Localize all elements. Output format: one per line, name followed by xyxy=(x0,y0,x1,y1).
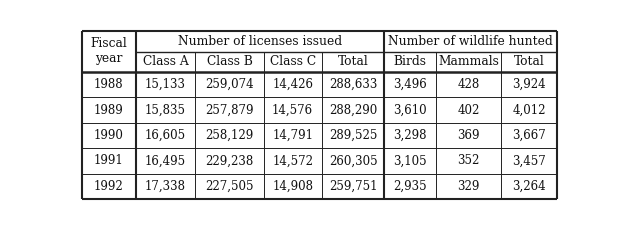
Text: 289,525: 289,525 xyxy=(329,129,378,142)
Text: 229,238: 229,238 xyxy=(206,154,254,167)
Text: Class A: Class A xyxy=(143,55,188,68)
Text: 352: 352 xyxy=(457,154,480,167)
Text: 14,572: 14,572 xyxy=(272,154,313,167)
Text: 16,605: 16,605 xyxy=(145,129,186,142)
Text: 14,576: 14,576 xyxy=(272,104,313,116)
Text: 15,835: 15,835 xyxy=(145,104,186,116)
Text: 3,264: 3,264 xyxy=(512,180,546,193)
Text: 288,290: 288,290 xyxy=(329,104,377,116)
Text: Fiscal
year: Fiscal year xyxy=(90,37,127,66)
Text: 227,505: 227,505 xyxy=(205,180,254,193)
Text: Number of wildlife hunted: Number of wildlife hunted xyxy=(388,35,553,48)
Text: 288,633: 288,633 xyxy=(329,78,378,91)
Text: 3,105: 3,105 xyxy=(394,154,427,167)
Text: 259,074: 259,074 xyxy=(205,78,254,91)
Text: 3,924: 3,924 xyxy=(512,78,546,91)
Text: 14,426: 14,426 xyxy=(272,78,313,91)
Text: Total: Total xyxy=(338,55,368,68)
Text: Total: Total xyxy=(513,55,545,68)
Text: 1989: 1989 xyxy=(94,104,123,116)
Text: Class C: Class C xyxy=(270,55,316,68)
Text: 258,129: 258,129 xyxy=(206,129,254,142)
Text: 3,457: 3,457 xyxy=(512,154,546,167)
Text: 260,305: 260,305 xyxy=(329,154,378,167)
Text: 329: 329 xyxy=(457,180,480,193)
Text: 428: 428 xyxy=(457,78,480,91)
Text: 16,495: 16,495 xyxy=(145,154,186,167)
Text: 3,610: 3,610 xyxy=(394,104,427,116)
Text: Number of licenses issued: Number of licenses issued xyxy=(178,35,342,48)
Text: 257,879: 257,879 xyxy=(205,104,254,116)
Text: 17,338: 17,338 xyxy=(145,180,186,193)
Text: 4,012: 4,012 xyxy=(512,104,546,116)
Text: 15,133: 15,133 xyxy=(145,78,186,91)
Text: 14,908: 14,908 xyxy=(272,180,313,193)
Text: 3,667: 3,667 xyxy=(512,129,546,142)
Text: 1992: 1992 xyxy=(94,180,123,193)
Text: 1988: 1988 xyxy=(94,78,123,91)
Text: 3,298: 3,298 xyxy=(394,129,427,142)
Text: 259,751: 259,751 xyxy=(329,180,378,193)
Text: 402: 402 xyxy=(457,104,480,116)
Text: 2,935: 2,935 xyxy=(394,180,427,193)
Text: Birds: Birds xyxy=(394,55,427,68)
Text: 3,496: 3,496 xyxy=(393,78,427,91)
Text: 14,791: 14,791 xyxy=(272,129,313,142)
Text: 1990: 1990 xyxy=(94,129,124,142)
Text: Mammals: Mammals xyxy=(438,55,499,68)
Text: 369: 369 xyxy=(457,129,480,142)
Text: 1991: 1991 xyxy=(94,154,123,167)
Text: Class B: Class B xyxy=(207,55,252,68)
